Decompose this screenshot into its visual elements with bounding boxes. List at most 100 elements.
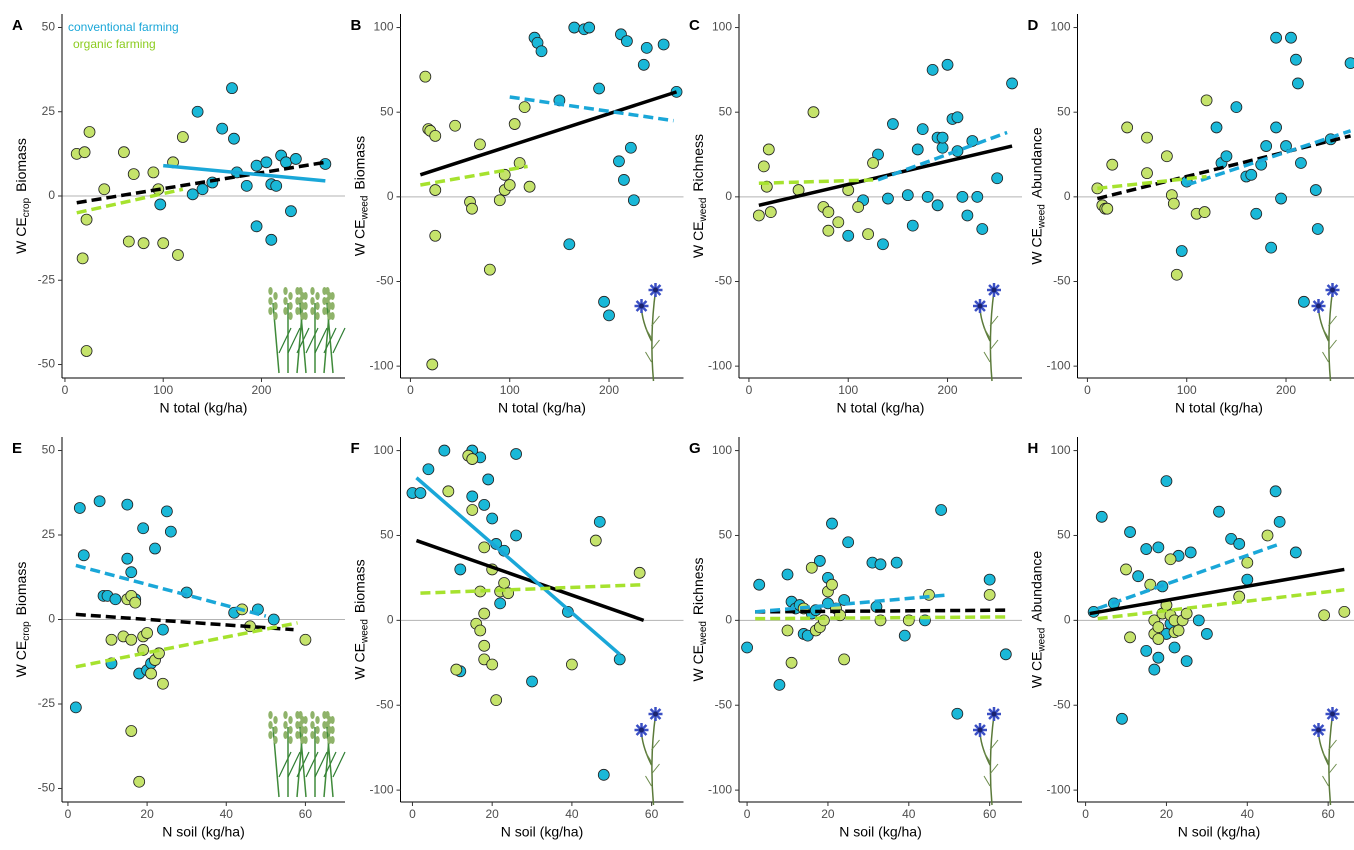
wheat-grain: [295, 731, 299, 739]
point: [891, 557, 902, 568]
fit-line: [755, 617, 1006, 619]
wheat-grain: [300, 736, 304, 744]
y-title-prefix: W CE: [13, 641, 29, 678]
flower-center: [978, 728, 983, 733]
x-axis-title: N total (kg/ha): [160, 400, 248, 416]
y-tick-label: 50: [1057, 104, 1071, 118]
y-title-sub: weed: [359, 619, 370, 644]
panel-label: D: [1028, 17, 1039, 34]
point: [148, 167, 159, 178]
point: [106, 634, 117, 645]
point: [641, 42, 652, 53]
point: [251, 160, 262, 171]
point: [839, 654, 850, 665]
point: [271, 180, 282, 191]
point: [1007, 78, 1018, 89]
point: [475, 625, 486, 636]
point: [952, 112, 963, 123]
point: [1153, 542, 1164, 553]
point: [300, 634, 311, 645]
flower-center: [992, 712, 997, 717]
wheat-grain: [322, 287, 326, 295]
point: [806, 562, 817, 573]
wheat-grain: [300, 726, 304, 734]
point: [1149, 664, 1160, 675]
x-axis-title: N soil (kg/ha): [162, 824, 244, 840]
point: [423, 464, 434, 475]
y-tick-label: -50: [715, 274, 733, 288]
y-tick-label: 50: [380, 528, 394, 542]
wheat-grain: [268, 287, 272, 295]
wheat-grain: [310, 731, 314, 739]
point: [638, 59, 649, 70]
point: [122, 499, 133, 510]
point: [1122, 122, 1133, 133]
y-axis-title: W CEcropBiomass: [13, 562, 32, 678]
point: [1266, 242, 1277, 253]
point: [1231, 102, 1242, 113]
point: [427, 359, 438, 370]
point: [1292, 78, 1303, 89]
wheat-grain: [315, 292, 319, 300]
point: [625, 142, 636, 153]
point: [499, 578, 510, 589]
wheat-grain: [310, 711, 314, 719]
panel-label: F: [351, 440, 360, 457]
point: [126, 567, 137, 578]
x-tick-label: 0: [746, 383, 753, 397]
point: [70, 702, 81, 713]
wheat-grain: [322, 731, 326, 739]
point: [122, 553, 133, 564]
flower-leaf: [984, 328, 990, 338]
x-axis-title: N soil (kg/ha): [501, 824, 583, 840]
point: [126, 634, 137, 645]
point: [992, 173, 1003, 184]
point: [1161, 476, 1172, 487]
wheat-grain: [310, 297, 314, 305]
point: [495, 598, 506, 609]
y-title-prefix: W CE: [351, 643, 367, 680]
panel-label: E: [12, 440, 22, 457]
point: [443, 486, 454, 497]
y-title-prefix: W CE: [1028, 228, 1044, 265]
wheat-grain: [315, 736, 319, 744]
x-tick-label: 0: [65, 807, 72, 821]
point: [430, 130, 441, 141]
wheat-grain: [268, 731, 272, 739]
wheat-grain: [295, 287, 299, 295]
x-tick-label: 0: [744, 807, 751, 821]
y-tick-label: 50: [719, 528, 733, 542]
point: [1141, 544, 1152, 555]
point: [868, 157, 879, 168]
wheat-grain: [283, 731, 287, 739]
point: [84, 126, 95, 137]
point: [875, 559, 886, 570]
point: [823, 225, 834, 236]
point: [1168, 198, 1179, 209]
y-axis-title: W CEweedRichness: [690, 134, 709, 258]
point: [281, 157, 292, 168]
wheat-grain: [327, 302, 331, 310]
x-axis-title: N soil (kg/ha): [1178, 824, 1260, 840]
point: [1242, 574, 1253, 585]
point: [962, 210, 973, 221]
wheat-grain: [322, 307, 326, 315]
wheat-grain: [273, 736, 277, 744]
x-tick-label: 100: [500, 383, 520, 397]
x-tick-label: 60: [983, 807, 997, 821]
point: [782, 569, 793, 580]
point: [1312, 224, 1323, 235]
point: [1153, 622, 1164, 633]
y-tick-label: -100: [369, 358, 393, 372]
point: [79, 147, 90, 158]
y-tick-label: -25: [38, 272, 56, 286]
flower-center: [1330, 288, 1335, 293]
y-title-sub: weed: [698, 198, 709, 223]
x-tick-label: 0: [1082, 807, 1089, 821]
y-tick-label: 50: [719, 104, 733, 118]
y-tick-label: 100: [712, 443, 732, 457]
point: [130, 597, 141, 608]
point: [826, 579, 837, 590]
y-title-suffix: Richness: [690, 134, 706, 192]
